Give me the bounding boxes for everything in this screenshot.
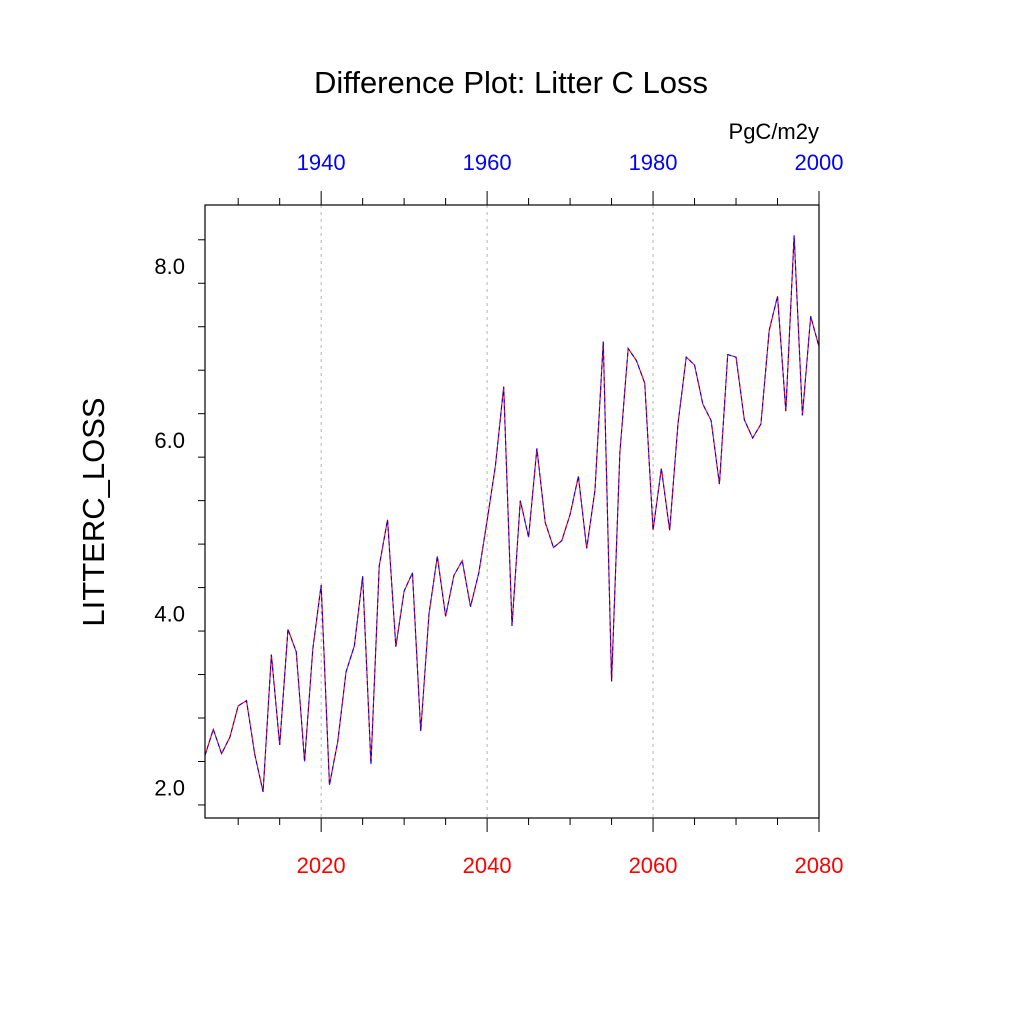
series-layer — [204, 235, 820, 793]
grid-lines — [320, 205, 654, 818]
axis-ticks — [198, 191, 820, 832]
y-axis-label: LITTERC_LOSS — [76, 397, 111, 626]
units-label: PgC/m2y — [729, 119, 819, 144]
x-bottom-tick-label: 2040 — [463, 853, 512, 878]
series-line-difference — [204, 235, 820, 793]
x-bottom-tick-label: 2020 — [297, 853, 346, 878]
y-tick-label: 4.0 — [154, 602, 185, 627]
x-top-tick-label: 2000 — [795, 150, 844, 175]
y-tick-label: 2.0 — [154, 776, 185, 801]
y-tick-label: 8.0 — [154, 254, 185, 279]
tick-labels: 2.0 4.0 6.0 8.0 2020 2040 2060 2080 1940 1960 1980… — [154, 150, 843, 878]
x-top-tick-label: 1980 — [629, 150, 678, 175]
chart-title: Difference Plot: Litter C Loss — [314, 65, 708, 100]
x-top-tick-label: 1940 — [297, 150, 346, 175]
plot-frame — [204, 204, 820, 819]
x-bottom-tick-label: 2080 — [795, 853, 844, 878]
x-bottom-tick-label: 2060 — [629, 853, 678, 878]
x-top-tick-label: 1960 — [463, 150, 512, 175]
series-line-overlay-difference — [204, 235, 820, 793]
y-tick-label: 6.0 — [154, 428, 185, 453]
